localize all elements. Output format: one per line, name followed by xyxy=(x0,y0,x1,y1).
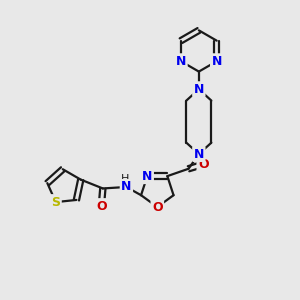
Text: N: N xyxy=(176,55,186,68)
Text: O: O xyxy=(96,200,107,213)
Text: N: N xyxy=(212,55,222,68)
Text: N: N xyxy=(194,148,204,160)
Text: H: H xyxy=(121,174,129,184)
Text: N: N xyxy=(121,181,132,194)
Text: N: N xyxy=(194,83,204,96)
Text: S: S xyxy=(51,196,60,208)
Text: N: N xyxy=(142,169,152,183)
Text: O: O xyxy=(198,158,208,171)
Text: O: O xyxy=(152,200,163,214)
